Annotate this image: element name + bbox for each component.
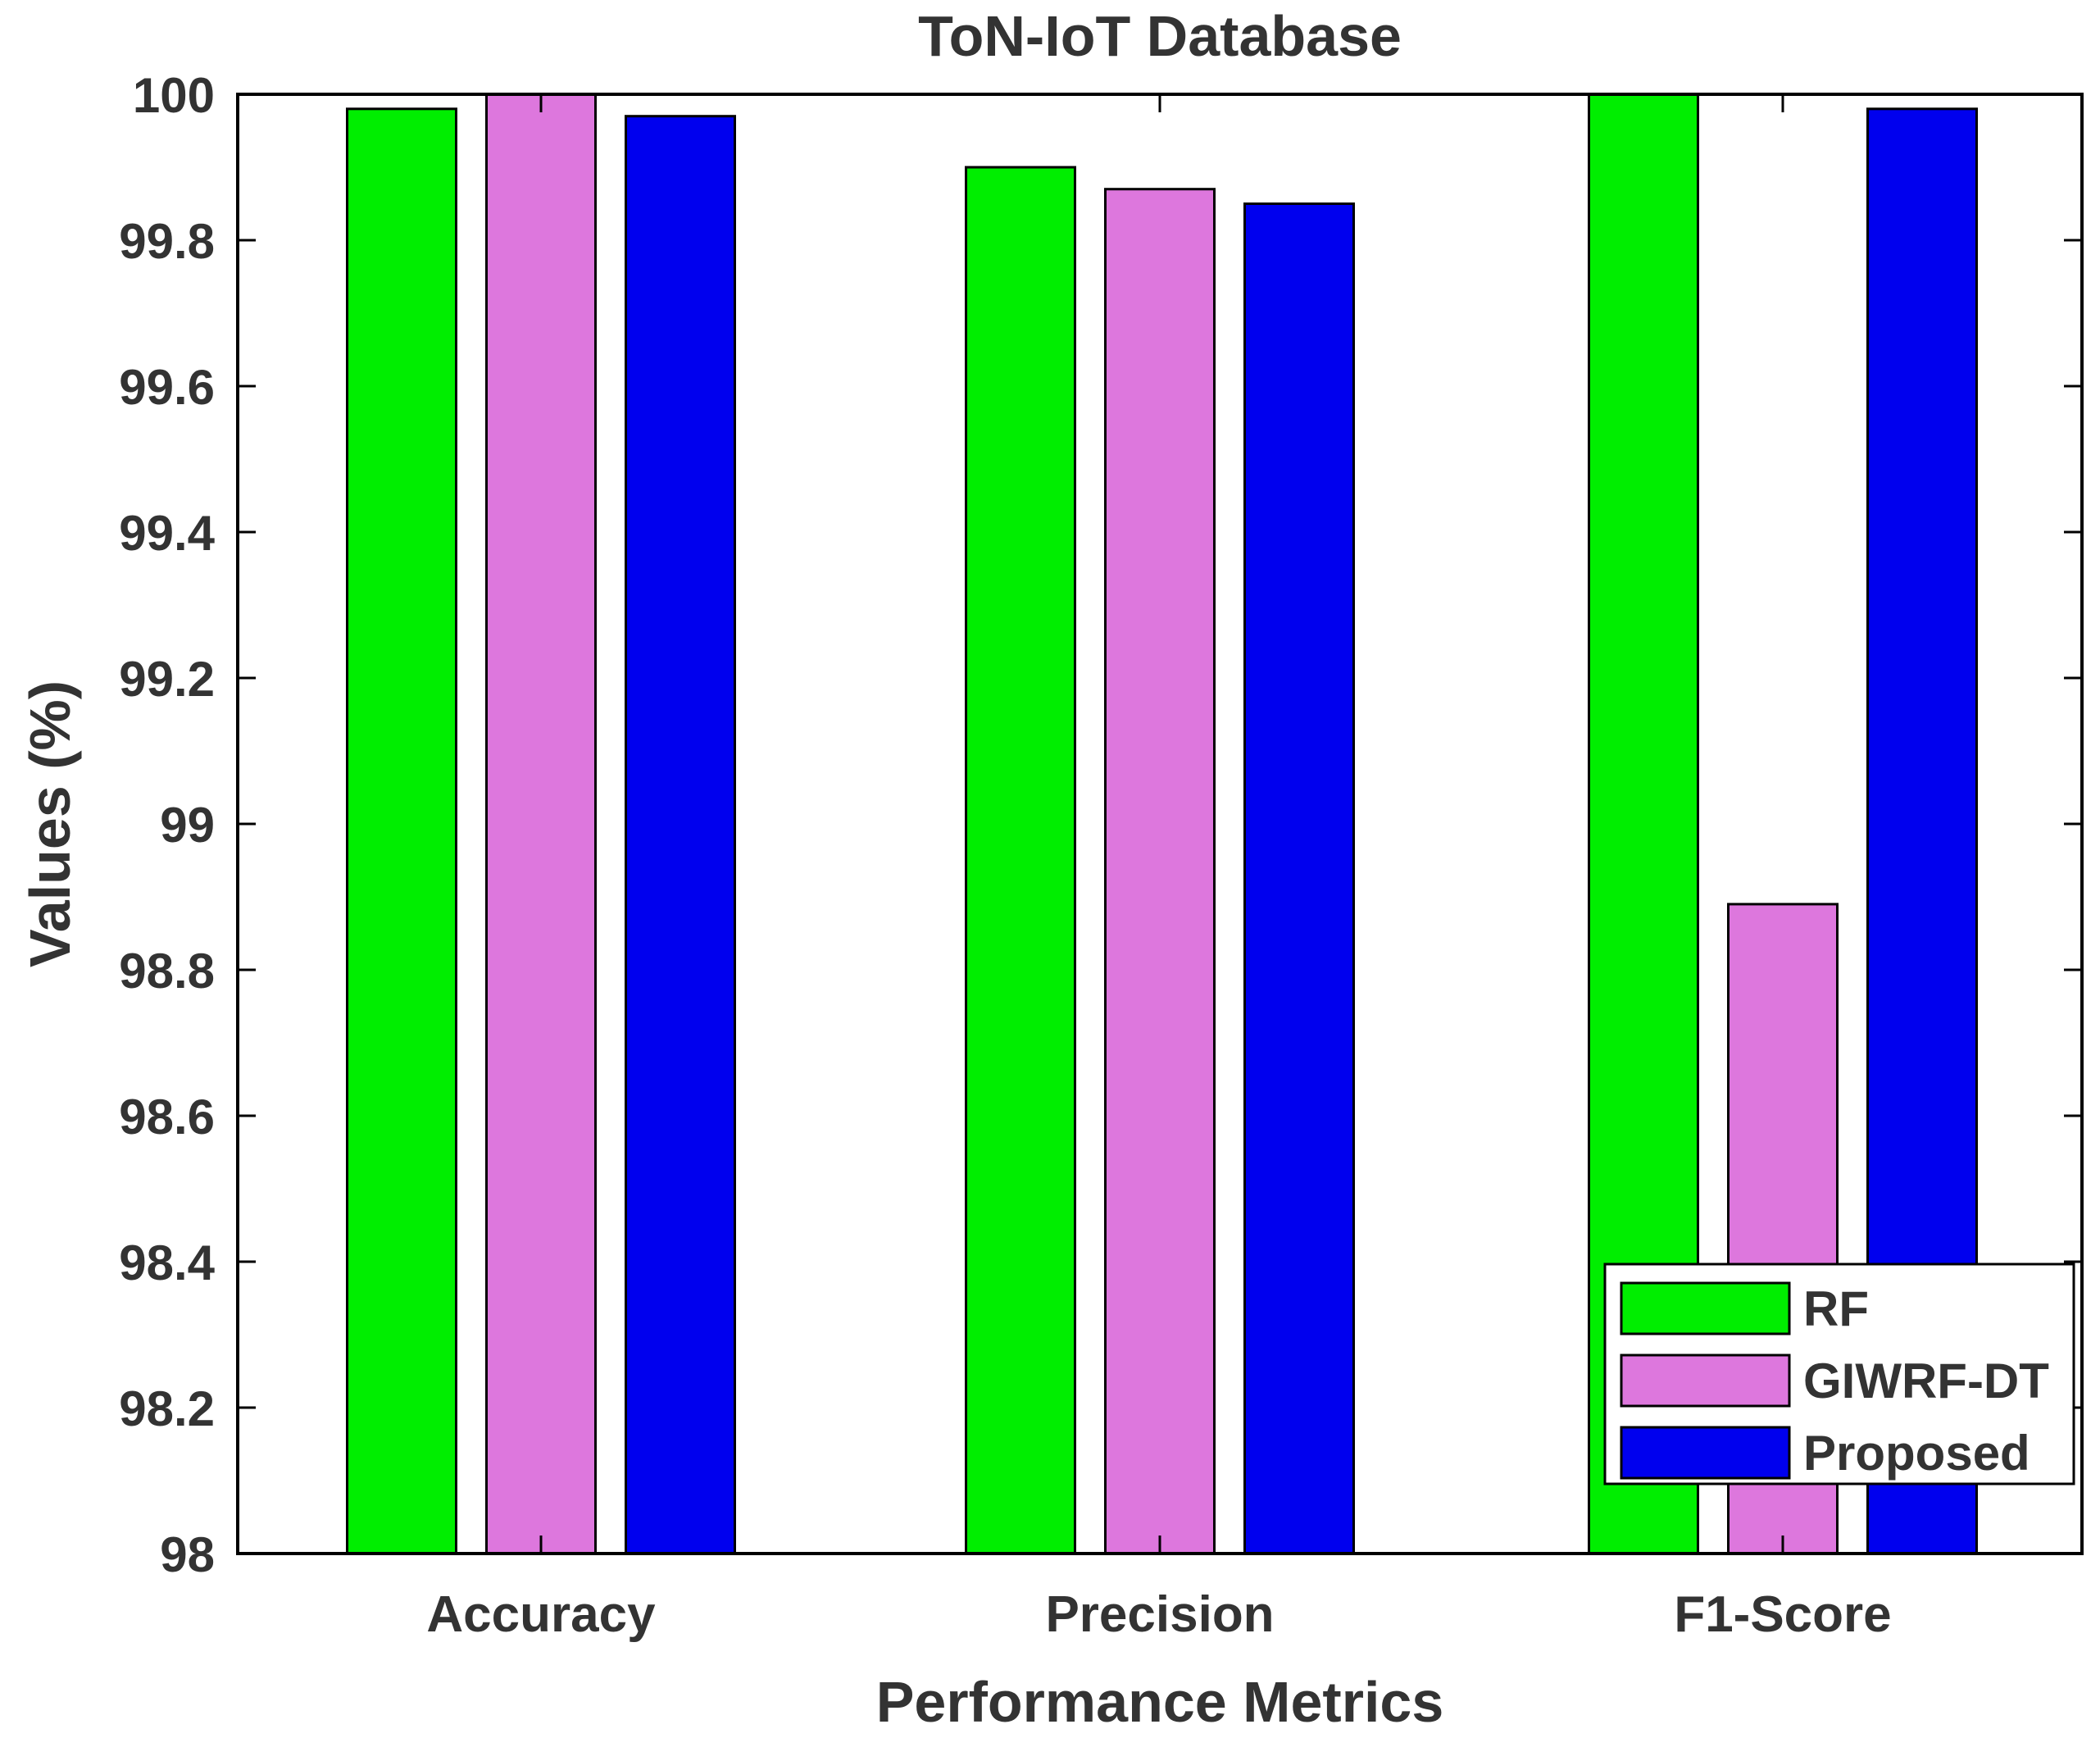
bar-rf-precision (965, 166, 1076, 1555)
axes-box (236, 93, 2084, 1555)
legend-swatch (1620, 1281, 1791, 1335)
bar-rf-accuracy (346, 107, 457, 1555)
y-tick-label: 99.8 (119, 214, 215, 269)
x-axis-label: Performance Metrics (876, 1670, 1444, 1734)
legend-label: Proposed (1803, 1426, 2030, 1481)
y-tick-label: 98.4 (119, 1235, 215, 1290)
y-tick-label: 98.2 (119, 1381, 215, 1436)
y-tick-label: 98.8 (119, 944, 215, 999)
bars-layer (346, 93, 1978, 1555)
bar-proposed-accuracy (625, 115, 736, 1555)
bar-proposed-precision (1243, 202, 1355, 1555)
x-tick-label: F1-Score (1674, 1586, 1891, 1643)
bar-giwrf-dt-accuracy (485, 93, 597, 1555)
y-tick-label: 98.6 (119, 1090, 215, 1144)
x-ticks-layer: Accuracy Precision F1-Score (426, 94, 1892, 1643)
y-tick-label: 99.2 (119, 652, 215, 707)
x-tick-label: Precision (1045, 1586, 1274, 1643)
legend-label: GIWRF-DT (1803, 1354, 2049, 1408)
chart-title: ToN-IoT Database (918, 4, 1402, 68)
y-tick-label: 99.4 (119, 506, 215, 561)
legend: RF GIWRF-DT Proposed (1603, 1263, 2075, 1485)
y-tick-label: 100 (133, 68, 215, 123)
y-tick-label: 99.6 (119, 360, 215, 415)
bar-giwrf-dt-precision (1104, 188, 1216, 1555)
y-ticks-layer: 98 98.2 98.4 98.6 98.8 99 99.2 99.4 99.6 99.8 100 (119, 68, 2082, 1582)
legend-label: RF (1803, 1281, 1869, 1336)
legend-swatch (1620, 1426, 1791, 1480)
legend-entries: RF GIWRF-DT Proposed (1620, 1281, 2049, 1481)
x-tick-label: Accuracy (426, 1586, 656, 1643)
y-axis-label: Values (%) (18, 680, 82, 967)
legend-swatch (1620, 1354, 1791, 1408)
y-tick-label: 99 (160, 798, 215, 853)
y-tick-label: 98 (160, 1527, 215, 1582)
